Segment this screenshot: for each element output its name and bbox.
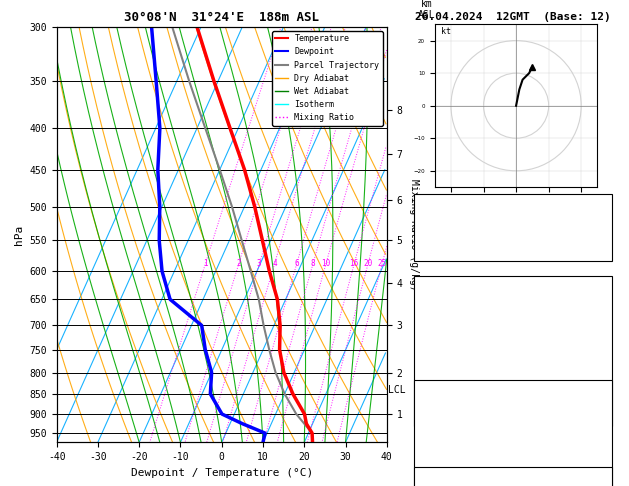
Text: 0: 0 — [603, 388, 609, 398]
Text: 20.9: 20.9 — [584, 305, 609, 314]
Text: CAPE (J): CAPE (J) — [417, 388, 467, 398]
Text: K: K — [417, 202, 423, 212]
Text: CAPE (J): CAPE (J) — [417, 471, 467, 481]
Text: 1: 1 — [203, 260, 208, 268]
Text: Lifted Index: Lifted Index — [417, 451, 492, 460]
Text: Temp (°C): Temp (°C) — [417, 305, 473, 314]
Text: 322: 322 — [590, 430, 609, 439]
Text: km
ASL: km ASL — [418, 0, 435, 20]
Text: 4: 4 — [603, 367, 609, 377]
Text: © weatheronline.co.uk: © weatheronline.co.uk — [460, 474, 565, 484]
Text: 20: 20 — [364, 260, 372, 268]
Text: 9.5: 9.5 — [590, 326, 609, 335]
Text: CIN (J): CIN (J) — [417, 409, 461, 419]
Text: PW (cm): PW (cm) — [417, 244, 461, 254]
X-axis label: Dewpoint / Temperature (°C): Dewpoint / Temperature (°C) — [131, 468, 313, 478]
Text: 35: 35 — [596, 223, 609, 233]
Text: 25: 25 — [377, 260, 387, 268]
Text: θₑ (K): θₑ (K) — [417, 430, 455, 439]
Text: 1: 1 — [603, 451, 609, 460]
Text: Hodograph: Hodograph — [485, 474, 541, 484]
Text: 7: 7 — [603, 202, 609, 212]
Legend: Temperature, Dewpoint, Parcel Trajectory, Dry Adiabat, Wet Adiabat, Isotherm, Mi: Temperature, Dewpoint, Parcel Trajectory… — [272, 31, 382, 125]
Text: 316: 316 — [590, 347, 609, 356]
Text: 1.88: 1.88 — [584, 244, 609, 254]
Title: 30°08'N  31°24'E  188m ASL: 30°08'N 31°24'E 188m ASL — [124, 11, 320, 24]
Text: 3: 3 — [257, 260, 262, 268]
Text: Dewp (°C): Dewp (°C) — [417, 326, 473, 335]
Text: 0: 0 — [603, 409, 609, 419]
Text: Surface: Surface — [491, 284, 535, 294]
Text: Most Unstable: Most Unstable — [472, 388, 554, 398]
Text: 16: 16 — [350, 260, 359, 268]
Text: θₑ(K): θₑ(K) — [417, 347, 448, 356]
Text: 10: 10 — [321, 260, 330, 268]
Text: 6: 6 — [294, 260, 299, 268]
Text: Lifted Index: Lifted Index — [417, 367, 492, 377]
Text: 4: 4 — [272, 260, 277, 268]
Y-axis label: Mixing Ratio (g/kg): Mixing Ratio (g/kg) — [409, 179, 419, 290]
Text: 700: 700 — [590, 409, 609, 418]
Text: Totals Totals: Totals Totals — [417, 223, 498, 233]
Text: Pressure (mb): Pressure (mb) — [417, 409, 498, 418]
Text: LCL: LCL — [388, 385, 406, 395]
Text: 2: 2 — [237, 260, 241, 268]
Y-axis label: hPa: hPa — [14, 225, 24, 244]
Text: 26.04.2024  12GMT  (Base: 12): 26.04.2024 12GMT (Base: 12) — [415, 12, 611, 22]
Text: kt: kt — [441, 27, 451, 36]
Text: 8: 8 — [311, 260, 315, 268]
Text: 0: 0 — [603, 471, 609, 481]
